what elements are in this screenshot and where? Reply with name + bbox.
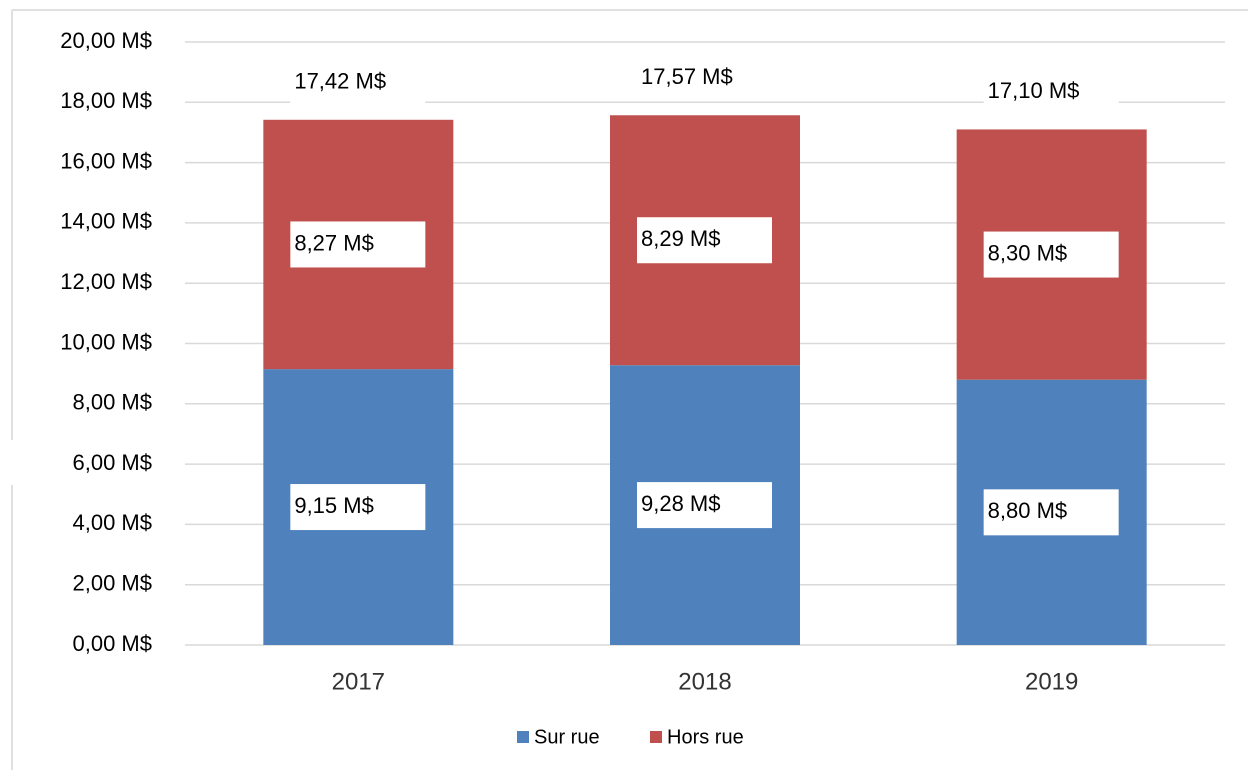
data-label-box <box>983 231 1119 278</box>
data-label-box <box>637 482 772 529</box>
y-tick-label: 20,00 M$ <box>60 28 152 53</box>
data-label: 8,27 M$ <box>294 230 374 255</box>
y-tick-label: 0,00 M$ <box>73 631 153 656</box>
y-tick-label: 18,00 M$ <box>60 88 152 113</box>
total-box <box>290 59 426 106</box>
total-box <box>637 55 772 102</box>
y-tick-label: 4,00 M$ <box>73 510 153 535</box>
legend-label: Hors rue <box>667 726 744 748</box>
data-label-box <box>637 217 772 264</box>
legend-swatch <box>650 731 662 743</box>
y-tick-label: 6,00 M$ <box>73 450 153 475</box>
x-tick-label: 2018 <box>678 668 731 695</box>
y-tick-label: 10,00 M$ <box>60 329 152 354</box>
total-label: 17,42 M$ <box>294 69 386 94</box>
data-label-box <box>290 484 426 531</box>
total-label: 17,57 M$ <box>641 64 733 89</box>
data-label: 9,28 M$ <box>641 491 721 516</box>
legend-label: Sur rue <box>534 726 600 748</box>
data-label: 9,15 M$ <box>294 493 374 518</box>
y-tick-label: 8,00 M$ <box>73 390 153 415</box>
y-tick-label: 12,00 M$ <box>60 269 152 294</box>
data-label-box <box>983 489 1119 536</box>
data-label-box <box>290 221 426 268</box>
x-tick-label: 2017 <box>332 668 385 695</box>
data-label: 8,30 M$ <box>988 240 1068 265</box>
y-tick-label: 2,00 M$ <box>73 571 153 596</box>
data-label: 8,29 M$ <box>641 226 721 251</box>
data-label: 8,80 M$ <box>988 498 1068 523</box>
total-label: 17,10 M$ <box>988 78 1080 103</box>
y-tick-label: 16,00 M$ <box>60 148 152 173</box>
legend-swatch <box>517 731 529 743</box>
total-box <box>983 69 1119 116</box>
x-tick-label: 2019 <box>1025 668 1078 695</box>
y-tick-label: 14,00 M$ <box>60 209 152 234</box>
